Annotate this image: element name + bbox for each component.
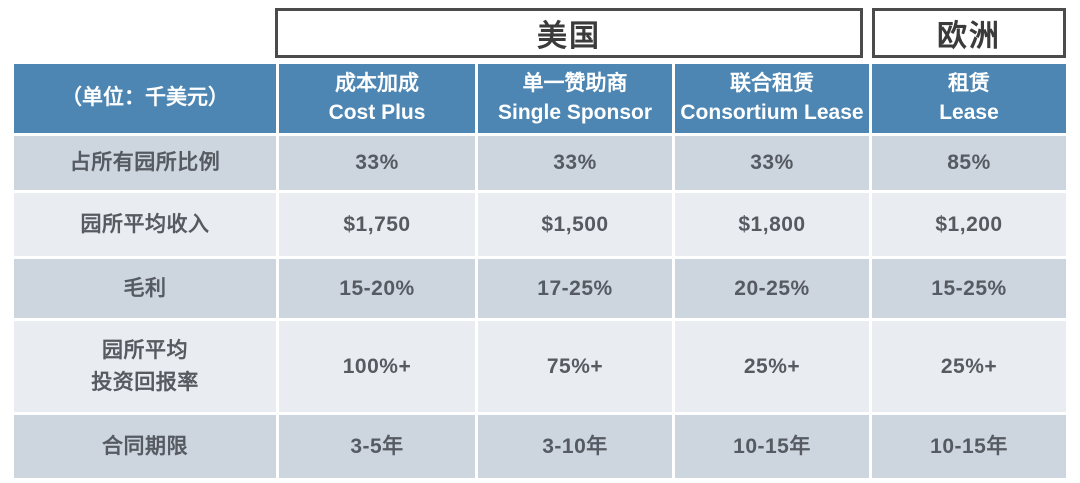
row-label: 占所有园所比例 — [14, 136, 276, 190]
value-cell: 33% — [279, 136, 475, 190]
value-cell: 3-5年 — [279, 415, 475, 478]
region-header-europe-label: 欧洲 — [937, 20, 1001, 53]
unit-label: （单位：千美元） — [61, 86, 229, 110]
region-header-usa-label: 美国 — [537, 20, 601, 53]
value-cell: 3-10年 — [478, 415, 672, 478]
column-header-lease: 租赁 Lease — [872, 64, 1066, 133]
value-cell: $1,750 — [279, 193, 475, 256]
unit-header-cell: （单位：千美元） — [14, 64, 276, 133]
column-header-en: Consortium Lease — [680, 100, 864, 124]
pricing-comparison-table: （单位：千美元） 成本加成 Cost Plus 单一赞助商 Single Spo… — [14, 64, 1066, 478]
column-header-cost-plus: 成本加成 Cost Plus — [279, 64, 475, 133]
value-cell: 15-25% — [872, 259, 1066, 318]
row-label: 合同期限 — [14, 415, 276, 478]
value-cell: 33% — [675, 136, 869, 190]
region-header-usa: 美国 — [275, 8, 863, 58]
row-label: 毛利 — [14, 259, 276, 318]
value-cell: 20-25% — [675, 259, 869, 318]
column-header-en: Single Sponsor — [497, 100, 652, 124]
value-cell: 33% — [478, 136, 672, 190]
column-header-en: Lease — [939, 100, 999, 124]
column-header-zh: 联合租赁 — [730, 72, 814, 96]
column-header-consortium-lease: 联合租赁 Consortium Lease — [675, 64, 869, 133]
region-header-europe: 欧洲 — [872, 8, 1066, 58]
column-header-single-sponsor: 单一赞助商 Single Sponsor — [478, 64, 672, 133]
column-header-en: Cost Plus — [328, 100, 426, 124]
value-cell: 75%+ — [478, 321, 672, 412]
value-cell: 85% — [872, 136, 1066, 190]
column-header-zh: 成本加成 — [335, 72, 419, 96]
row-label: 园所平均 投资回报率 — [14, 321, 276, 412]
value-cell: 17-25% — [478, 259, 672, 318]
value-cell: $1,800 — [675, 193, 869, 256]
column-header-zh: 单一赞助商 — [522, 72, 628, 96]
value-cell: 10-15年 — [675, 415, 869, 478]
value-cell: $1,200 — [872, 193, 1066, 256]
value-cell: 10-15年 — [872, 415, 1066, 478]
value-cell: $1,500 — [478, 193, 672, 256]
row-label: 园所平均收入 — [14, 193, 276, 256]
value-cell: 25%+ — [675, 321, 869, 412]
value-cell: 100%+ — [279, 321, 475, 412]
value-cell: 15-20% — [279, 259, 475, 318]
column-header-zh: 租赁 — [948, 72, 990, 96]
value-cell: 25%+ — [872, 321, 1066, 412]
